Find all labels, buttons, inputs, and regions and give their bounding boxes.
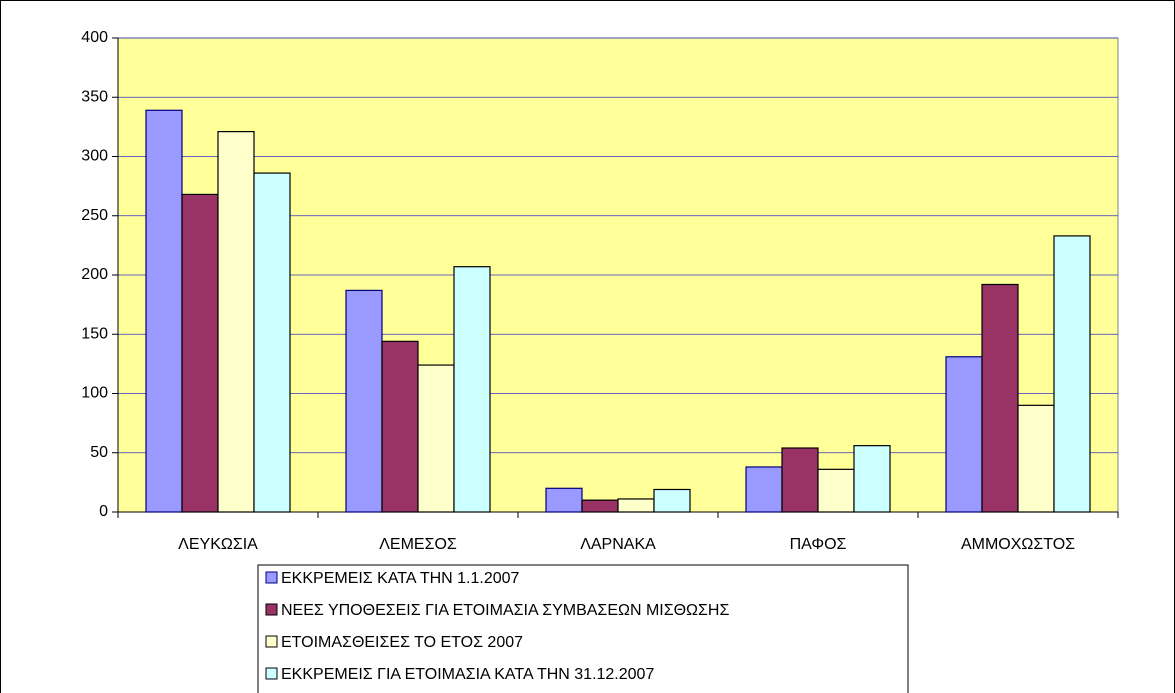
bar [653, 488, 691, 513]
bar [145, 109, 183, 513]
y-tick-label: 250 [81, 207, 108, 224]
y-tick-label: 150 [81, 325, 108, 342]
bar [617, 498, 655, 513]
y-tick-label: 400 [81, 29, 108, 46]
bar [817, 468, 855, 513]
bar [417, 364, 455, 513]
bar [381, 340, 419, 513]
bar [253, 172, 291, 513]
legend-swatch [265, 635, 278, 648]
legend-swatch [265, 603, 278, 616]
y-tick-label: 350 [81, 88, 108, 105]
legend-box [257, 564, 909, 693]
bar [217, 131, 255, 513]
bar [853, 445, 891, 513]
bar [945, 356, 983, 513]
x-tick-label: ΛΑΡΝΑΚΑ [580, 536, 656, 553]
bar [581, 499, 619, 513]
bar [781, 447, 819, 513]
x-tick-label: ΛΕΥΚΩΣΙΑ [178, 536, 258, 553]
legend-label: ΕΤΟΙΜΑΣΘΕΙΣΕΣ ΤΟ ΕΤΟΣ 2007 [281, 634, 523, 651]
y-tick-label: 0 [99, 503, 108, 520]
y-tick-label: 300 [81, 148, 108, 165]
x-tick-label: ΑΜΜΟΧΩΣΤΟΣ [961, 536, 1075, 553]
bar [981, 283, 1019, 513]
x-tick-label: ΠΑΦΟΣ [790, 536, 847, 553]
bar [1017, 404, 1055, 513]
legend-label: ΝΕΕΣ ΥΠΟΘΕΣΕΙΣ ΓΙΑ ΕΤΟΙΜΑΣΙΑ ΣΥΜΒΑΣΕΩΝ Μ… [281, 602, 729, 619]
legend-swatch [265, 667, 278, 680]
y-tick-label: 50 [90, 444, 108, 461]
bar [545, 487, 583, 513]
bar [345, 289, 383, 513]
y-tick-label: 200 [81, 266, 108, 283]
bar [745, 466, 783, 513]
bar [181, 193, 219, 513]
legend-label: ΕΚΚΡΕΜΕΙΣ ΓΙΑ ΕΤΟΙΜΑΣΙΑ ΚΑΤΑ ΤΗΝ 31.12.2… [281, 666, 654, 683]
bar [453, 266, 491, 513]
x-tick-label: ΛΕΜΕΣΟΣ [379, 536, 457, 553]
legend-swatch [265, 571, 278, 584]
y-tick-label: 100 [81, 385, 108, 402]
bar [1053, 235, 1091, 513]
legend-label: ΕΚΚΡΕΜΕΙΣ ΚΑΤΑ ΤΗΝ 1.1.2007 [281, 570, 520, 587]
